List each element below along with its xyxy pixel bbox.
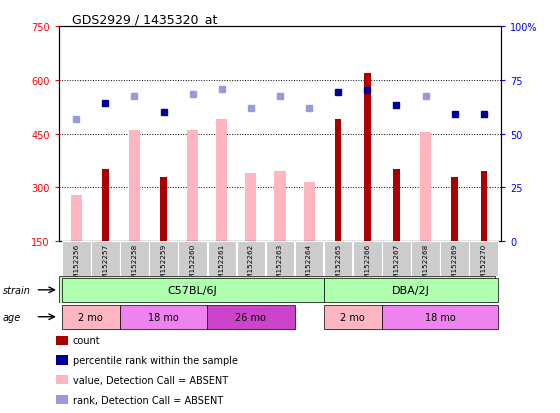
Bar [129, 131, 140, 242]
Bar [420, 133, 431, 242]
Text: GSM152258: GSM152258 [132, 243, 137, 287]
Bar [382, 242, 410, 277]
Text: 18 mo: 18 mo [148, 312, 179, 322]
Bar [120, 242, 149, 277]
Bar [274, 172, 286, 242]
Bar [71, 195, 82, 242]
Text: 2 mo: 2 mo [78, 312, 103, 322]
Bar [102, 170, 109, 242]
Bar [187, 131, 198, 242]
Bar [91, 242, 120, 277]
Bar [382, 305, 498, 329]
Text: GSM152269: GSM152269 [451, 243, 458, 287]
Text: 18 mo: 18 mo [424, 312, 455, 322]
Bar [237, 242, 265, 277]
Text: GSM152260: GSM152260 [190, 243, 195, 287]
Bar [207, 305, 295, 329]
Bar [245, 173, 256, 242]
Bar [62, 242, 91, 277]
Bar [324, 305, 382, 329]
Bar [480, 172, 487, 242]
Bar [364, 74, 371, 242]
Bar [411, 242, 440, 277]
Bar [335, 120, 342, 242]
Bar [216, 120, 227, 242]
Bar [62, 278, 324, 302]
Text: count: count [73, 335, 100, 345]
Bar [208, 242, 236, 277]
Text: 26 mo: 26 mo [235, 312, 267, 322]
Bar [179, 242, 207, 277]
Text: GDS2929 / 1435320_at: GDS2929 / 1435320_at [72, 13, 217, 26]
Text: GSM152265: GSM152265 [335, 243, 341, 287]
Text: GSM152264: GSM152264 [306, 243, 312, 287]
Text: GSM152266: GSM152266 [365, 243, 370, 287]
Bar [353, 242, 381, 277]
Text: rank, Detection Call = ABSENT: rank, Detection Call = ABSENT [73, 395, 223, 405]
Text: age: age [3, 312, 21, 322]
Bar [304, 183, 315, 242]
Bar [62, 305, 120, 329]
Bar [266, 242, 294, 277]
Text: GSM152262: GSM152262 [248, 243, 254, 287]
Text: DBA/2J: DBA/2J [392, 285, 430, 295]
Text: 2 mo: 2 mo [340, 312, 365, 322]
Bar [160, 177, 167, 242]
Bar [120, 305, 207, 329]
Text: GSM152263: GSM152263 [277, 243, 283, 287]
Text: GSM152259: GSM152259 [161, 243, 166, 287]
Text: value, Detection Call = ABSENT: value, Detection Call = ABSENT [73, 375, 228, 385]
Text: GSM152267: GSM152267 [394, 243, 399, 287]
Bar [440, 242, 469, 277]
Text: C57BL/6J: C57BL/6J [168, 285, 217, 295]
Bar [295, 242, 323, 277]
Bar [469, 242, 498, 277]
Bar [324, 278, 498, 302]
Text: GSM152268: GSM152268 [423, 243, 428, 287]
Bar [451, 177, 458, 242]
Text: GSM152261: GSM152261 [219, 243, 225, 287]
Bar [150, 242, 178, 277]
Text: GSM152257: GSM152257 [102, 243, 109, 287]
Text: percentile rank within the sample: percentile rank within the sample [73, 355, 238, 365]
Text: strain: strain [3, 285, 31, 295]
Text: GSM152256: GSM152256 [73, 243, 80, 287]
Bar [393, 170, 400, 242]
Text: GSM152270: GSM152270 [480, 243, 487, 287]
Bar [324, 242, 352, 277]
